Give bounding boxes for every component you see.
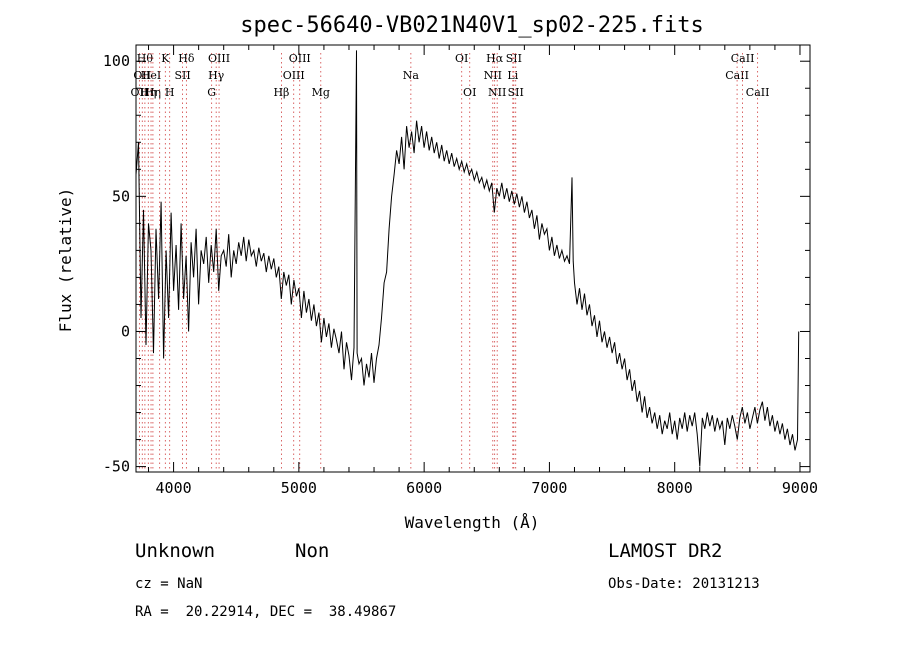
line-marker-label: CaII [746,86,770,99]
line-marker-label: Hθ [137,52,154,65]
line-markers: OII OII Hθ Hη HeI Hη K H SII Hδ G Hγ OIII Hβ OIII OIII M… [131,52,770,472]
line-marker-label: CaII [725,69,749,82]
coordinates-label: RA = 20.22914, DEC = 38.49867 [135,604,397,620]
line-marker-label: NII [484,69,502,82]
plot-frame [135,44,811,473]
line-marker-label: OIII [289,52,311,65]
y-tick-label: 100 [103,52,130,70]
x-tick-label: 9000 [782,479,818,497]
line-marker-label: Hβ [273,86,289,99]
line-marker-label: Hα [486,52,504,65]
line-marker-label: HeI [141,69,161,82]
line-marker-label: CaII [731,52,755,65]
line-marker-label: K [161,52,170,65]
spectrum-line [135,50,800,467]
line-marker-label: G [207,86,216,99]
line-marker-label: OI [463,86,476,99]
x-tick-label: 8000 [657,479,693,497]
line-marker-label: OII [133,69,151,82]
line-marker-label: Na [403,69,420,82]
y-tick-label: -50 [103,458,130,476]
y-tick-label: 50 [112,187,130,205]
line-marker-label: Hγ [208,69,225,82]
y-tick-label: 0 [121,322,130,340]
line-marker-label: H [165,86,175,99]
line-marker-label: Mg [312,86,330,99]
survey-label: LAMOST DR2 [608,540,723,562]
line-marker-label: OIII [208,52,230,65]
x-tick-label: 6000 [406,479,442,497]
x-tick-label: 5000 [281,479,317,497]
redshift-label: cz = NaN [135,576,203,592]
line-marker-label: OII [131,86,149,99]
x-axis-label: Wavelength (Å) [405,513,540,532]
line-marker-label: SII [506,52,522,65]
x-tick-label: 7000 [531,479,567,497]
line-marker-label: SII [174,69,190,82]
line-marker-label: Hδ [178,52,195,65]
line-marker-label: Li [507,69,518,82]
line-marker-label: Hη [145,86,161,99]
class-label: Unknown [135,540,216,562]
line-marker-label: Hη [140,86,156,99]
axis-ticks: 4000 5000 6000 7000 8000 9000 -50 0 50 100 [103,45,818,497]
chart-title: spec-56640-VB021N40V1_sp02-225.fits [240,13,704,38]
obs-date-label: Obs-Date: 20131213 [608,576,760,592]
y-axis-label: Flux (relative) [56,188,75,333]
series-group [135,50,800,467]
line-marker-label: NII [488,86,506,99]
line-marker-label: OIII [283,69,305,82]
subclass-label: Non [295,540,330,562]
line-marker-label: OI [455,52,468,65]
line-marker-label: SII [508,86,524,99]
x-tick-label: 4000 [156,479,192,497]
